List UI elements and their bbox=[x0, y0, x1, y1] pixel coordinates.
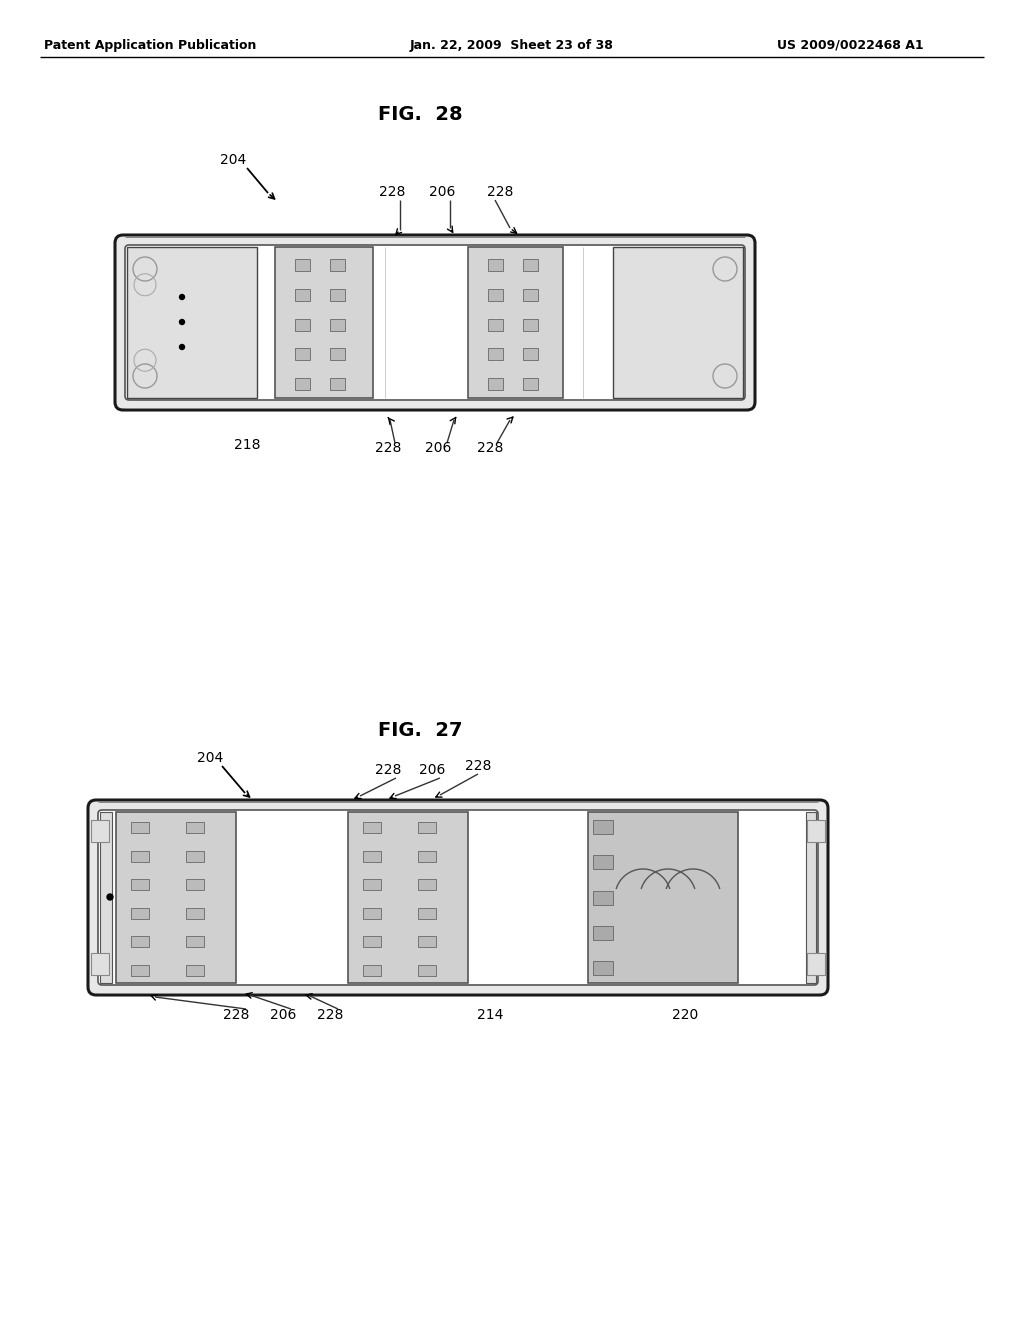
Bar bbox=[131, 879, 150, 890]
Text: Jan. 22, 2009  Sheet 23 of 38: Jan. 22, 2009 Sheet 23 of 38 bbox=[410, 38, 614, 51]
Text: Patent Application Publication: Patent Application Publication bbox=[44, 38, 256, 51]
Text: 204: 204 bbox=[197, 751, 223, 766]
Bar bbox=[806, 812, 816, 983]
Bar bbox=[807, 953, 825, 975]
Bar bbox=[418, 908, 436, 919]
Text: FIG.  27: FIG. 27 bbox=[378, 721, 462, 739]
FancyBboxPatch shape bbox=[88, 800, 828, 995]
Text: FIG.  28: FIG. 28 bbox=[378, 106, 462, 124]
Bar bbox=[186, 822, 204, 833]
Bar bbox=[418, 850, 436, 862]
Bar bbox=[131, 822, 150, 833]
Text: 206: 206 bbox=[269, 1008, 296, 1022]
Text: 228: 228 bbox=[486, 185, 513, 199]
Bar bbox=[348, 812, 468, 983]
Bar bbox=[362, 850, 381, 862]
Bar bbox=[295, 378, 310, 389]
Bar bbox=[186, 908, 204, 919]
Text: 206: 206 bbox=[425, 441, 452, 455]
Text: US 2009/0022468 A1: US 2009/0022468 A1 bbox=[776, 38, 924, 51]
Bar bbox=[418, 936, 436, 948]
Text: 206: 206 bbox=[419, 763, 445, 777]
Bar bbox=[807, 820, 825, 842]
Circle shape bbox=[106, 894, 113, 900]
Text: 228: 228 bbox=[375, 763, 401, 777]
Bar bbox=[523, 378, 538, 389]
Bar bbox=[593, 891, 613, 904]
Text: 228: 228 bbox=[477, 441, 503, 455]
Bar bbox=[330, 259, 345, 271]
Bar bbox=[186, 879, 204, 890]
Bar bbox=[593, 961, 613, 975]
Bar bbox=[131, 850, 150, 862]
Text: 206: 206 bbox=[429, 185, 456, 199]
Bar bbox=[523, 348, 538, 360]
Bar bbox=[593, 925, 613, 940]
Circle shape bbox=[179, 319, 184, 325]
Text: 228: 228 bbox=[316, 1008, 343, 1022]
Bar bbox=[593, 855, 613, 870]
Bar bbox=[362, 908, 381, 919]
Bar bbox=[362, 936, 381, 948]
Bar bbox=[362, 879, 381, 890]
Bar bbox=[295, 348, 310, 360]
Bar bbox=[186, 850, 204, 862]
Bar bbox=[116, 812, 236, 983]
Bar bbox=[330, 318, 345, 330]
FancyBboxPatch shape bbox=[115, 235, 755, 411]
Bar bbox=[330, 348, 345, 360]
Bar bbox=[295, 318, 310, 330]
Circle shape bbox=[179, 345, 184, 350]
Bar bbox=[613, 247, 743, 399]
Bar bbox=[330, 378, 345, 389]
Circle shape bbox=[179, 294, 184, 300]
FancyBboxPatch shape bbox=[98, 810, 818, 985]
Bar bbox=[100, 812, 112, 983]
Bar bbox=[295, 289, 310, 301]
Bar bbox=[593, 820, 613, 834]
Bar bbox=[418, 822, 436, 833]
Bar bbox=[186, 936, 204, 948]
Text: 204: 204 bbox=[220, 153, 246, 168]
Text: 228: 228 bbox=[375, 441, 401, 455]
Bar bbox=[295, 259, 310, 271]
Text: 214: 214 bbox=[477, 1008, 503, 1022]
Bar bbox=[91, 820, 109, 842]
Bar bbox=[131, 936, 150, 948]
Bar bbox=[523, 259, 538, 271]
Bar bbox=[275, 247, 373, 399]
Bar bbox=[186, 965, 204, 975]
Bar bbox=[330, 289, 345, 301]
Bar bbox=[127, 247, 257, 399]
Bar bbox=[488, 378, 503, 389]
Bar bbox=[362, 965, 381, 975]
Text: 220: 220 bbox=[672, 1008, 698, 1022]
Bar bbox=[418, 965, 436, 975]
Text: 228: 228 bbox=[223, 1008, 249, 1022]
Text: 228: 228 bbox=[379, 185, 406, 199]
FancyBboxPatch shape bbox=[125, 246, 745, 400]
Bar bbox=[468, 247, 563, 399]
Bar bbox=[362, 822, 381, 833]
Bar bbox=[131, 965, 150, 975]
Bar bbox=[488, 348, 503, 360]
Bar bbox=[91, 953, 109, 975]
Bar bbox=[488, 259, 503, 271]
Bar bbox=[588, 812, 738, 983]
Text: 218: 218 bbox=[233, 438, 260, 451]
Bar bbox=[488, 289, 503, 301]
Text: 228: 228 bbox=[465, 759, 492, 774]
Bar bbox=[418, 879, 436, 890]
Bar bbox=[131, 908, 150, 919]
Bar bbox=[523, 289, 538, 301]
Bar bbox=[523, 318, 538, 330]
Bar bbox=[488, 318, 503, 330]
